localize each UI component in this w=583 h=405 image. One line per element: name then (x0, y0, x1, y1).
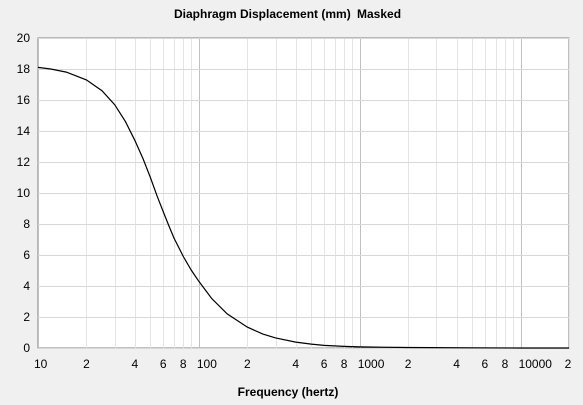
x-tick-label: 10 (34, 357, 48, 371)
y-tick-label: 12 (17, 155, 31, 169)
x-axis-label: Frequency (hertz) (238, 385, 339, 399)
y-tick-label: 6 (23, 248, 30, 262)
x-tick-label: 8 (180, 357, 187, 371)
x-tick-label: 6 (482, 357, 489, 371)
chart-title: Diaphragm Displacement (mm) (174, 7, 351, 21)
y-axis-ticks: 0 2 4 6 8 10 12 14 16 18 20 (17, 31, 31, 355)
y-tick-label: 14 (17, 124, 31, 138)
y-tick-label: 0 (23, 341, 30, 355)
x-tick-label: 8 (502, 357, 509, 371)
y-tick-label: 18 (17, 62, 31, 76)
x-tick-label: 8 (341, 357, 348, 371)
x-tick-label: 4 (453, 357, 460, 371)
y-tick-label: 4 (23, 279, 30, 293)
x-tick-label: 1000 (358, 357, 385, 371)
chart-title-mode: Masked (357, 7, 401, 21)
x-tick-label: 2 (83, 357, 90, 371)
x-tick-label: 6 (321, 357, 328, 371)
y-tick-label: 20 (17, 31, 31, 45)
x-axis-ticks: 10 2 4 6 8 100 2 4 6 8 1000 2 4 6 8 10000 2 (34, 357, 572, 371)
y-tick-label: 8 (23, 217, 30, 231)
y-tick-label: 16 (17, 93, 31, 107)
y-tick-label: 2 (23, 310, 30, 324)
series-layer (37, 66, 569, 349)
x-tick-label: 4 (132, 357, 139, 371)
x-tick-label: 10000 (519, 357, 553, 371)
y-tick-label: 10 (17, 186, 31, 200)
x-tick-label: 2 (244, 357, 251, 371)
x-tick-label: 4 (292, 357, 299, 371)
x-tick-label: 100 (197, 357, 217, 371)
x-tick-label: 6 (160, 357, 167, 371)
displacement-line (37, 66, 569, 349)
grid (38, 38, 570, 349)
x-tick-label: 2 (405, 357, 412, 371)
x-tick-label: 2 (565, 357, 572, 371)
